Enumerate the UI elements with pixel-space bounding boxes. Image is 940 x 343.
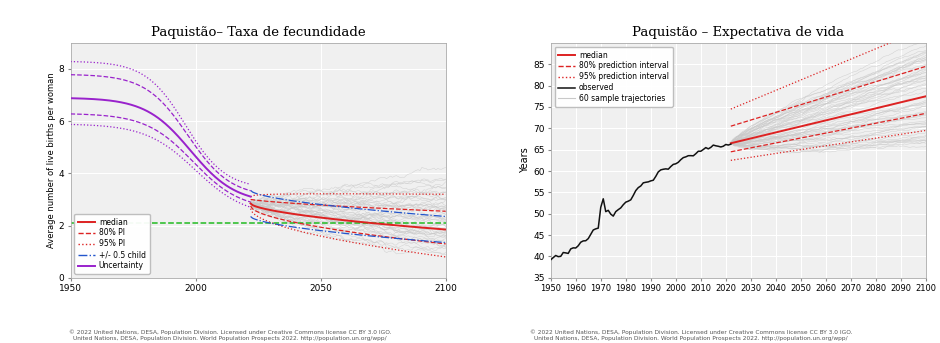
Y-axis label: Years: Years — [520, 147, 530, 173]
Legend: median, 80% prediction interval, 95% prediction interval, observed, 60 sample tr: median, 80% prediction interval, 95% pre… — [555, 47, 673, 107]
Text: © 2022 United Nations, DESA, Population Division. Licensed under Creative Common: © 2022 United Nations, DESA, Population … — [69, 329, 392, 341]
Title: Paquistão – Expectativa de vida: Paquistão – Expectativa de vida — [633, 26, 844, 39]
Y-axis label: Average number of live births per woman: Average number of live births per woman — [47, 72, 55, 248]
Text: © 2022 United Nations, DESA, Population Division. Licensed under Creative Common: © 2022 United Nations, DESA, Population … — [529, 329, 853, 341]
Title: Paquistão– Taxa de fecundidade: Paquistão– Taxa de fecundidade — [150, 26, 366, 39]
Legend: median, 80% PI, 95% PI, +/- 0.5 child, Uncertainty: median, 80% PI, 95% PI, +/- 0.5 child, U… — [74, 214, 149, 274]
